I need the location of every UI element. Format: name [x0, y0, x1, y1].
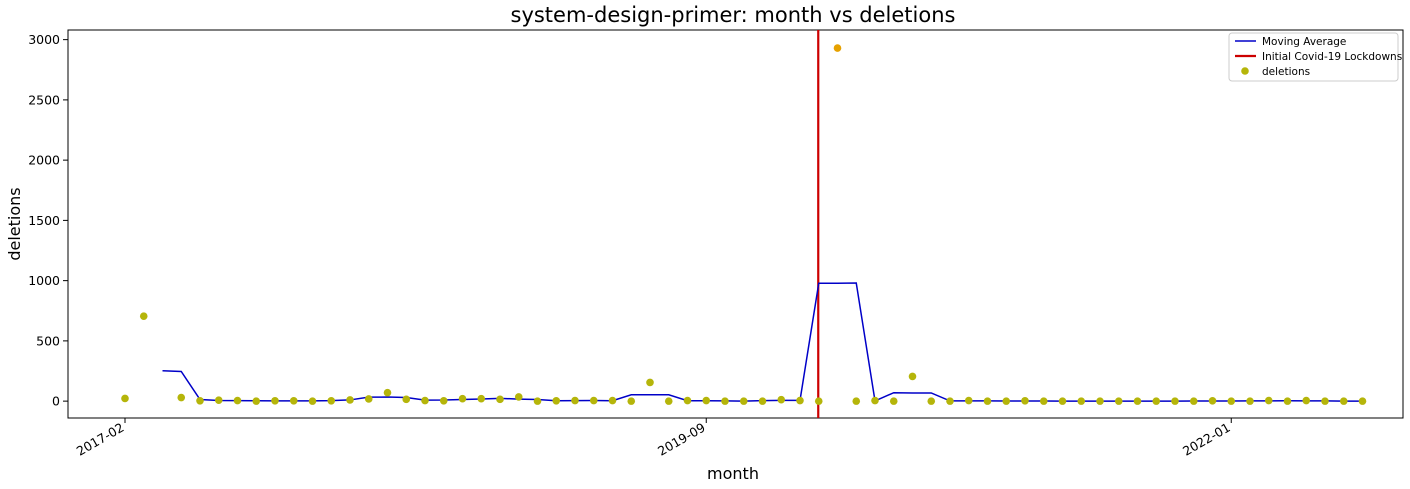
- deletions-point: [552, 396, 561, 405]
- deletions-point: [758, 397, 767, 405]
- deletions-point: [702, 396, 711, 405]
- deletions-point: [1077, 397, 1086, 405]
- legend: Moving Average Initial Covid-19 Lockdown…: [1228, 32, 1402, 82]
- x-axis-label: month: [707, 464, 759, 483]
- deletions-point: [477, 394, 486, 403]
- deletions-point: [308, 397, 317, 405]
- deletions-point: [1283, 397, 1292, 405]
- deletions-point: [402, 395, 411, 404]
- legend-deletions: deletions: [1262, 66, 1310, 78]
- deletions-point: [646, 378, 654, 387]
- deletions-point: [1096, 397, 1104, 405]
- deletions-point: [833, 44, 842, 52]
- deletions-point: [983, 397, 992, 405]
- deletions-point: [514, 393, 523, 401]
- deletions-point: [814, 397, 823, 405]
- deletions-point: [1227, 397, 1236, 405]
- deletions-point: [627, 397, 636, 405]
- deletions-point: [796, 396, 804, 405]
- deletions-point: [233, 396, 242, 405]
- deletions-point: [927, 397, 936, 405]
- y-tick-label: 3000: [28, 32, 60, 47]
- deletions-point: [1339, 397, 1348, 405]
- legend-moving-average: Moving Average: [1262, 36, 1346, 48]
- plot-area: [67, 29, 1404, 419]
- deletions-point: [739, 397, 748, 405]
- deletions-point: [1189, 397, 1198, 405]
- deletions-point: [1264, 396, 1273, 405]
- y-tick-label: 500: [36, 333, 60, 348]
- deletions-point: [608, 396, 617, 405]
- deletions-point: [289, 396, 298, 405]
- deletions-point: [852, 397, 861, 405]
- deletions-point: [1321, 397, 1329, 405]
- deletions-point: [458, 394, 467, 403]
- deletions-point: [1058, 397, 1067, 405]
- deletions-point: [177, 393, 186, 402]
- deletions-point: [214, 396, 223, 404]
- chart-title: system-design-primer: month vs deletions: [511, 3, 956, 27]
- deletions-point: [589, 396, 598, 405]
- deletions-point: [533, 397, 542, 405]
- legend-deletions-swatch: [1241, 67, 1249, 75]
- deletions-point: [196, 396, 204, 405]
- deletions-point: [139, 312, 148, 320]
- y-tick-label: 1500: [28, 213, 60, 228]
- deletions-point: [364, 395, 373, 403]
- deletions-point: [346, 396, 354, 404]
- deletions-point: [871, 396, 879, 405]
- deletions-point: [1002, 397, 1011, 405]
- deletions-point: [1133, 397, 1142, 405]
- deletions-point: [421, 396, 429, 405]
- deletions-point: [946, 397, 954, 405]
- deletions-point: [1358, 397, 1367, 405]
- deletions-point: [908, 372, 917, 381]
- y-tick-label: 1000: [28, 273, 60, 288]
- deletions-point: [721, 397, 729, 405]
- deletions-point: [1039, 397, 1048, 405]
- deletions-point: [777, 395, 786, 404]
- deletions-point: [439, 396, 448, 405]
- legend-covid-lockdowns: Initial Covid-19 Lockdowns: [1262, 51, 1402, 63]
- deletions-point: [496, 395, 504, 404]
- deletions-point: [664, 397, 673, 405]
- deletions-point: [1246, 397, 1254, 405]
- deletions-point: [964, 396, 973, 405]
- deletions-point: [1302, 396, 1311, 405]
- y-tick-label: 0: [52, 394, 60, 409]
- y-tick-label: 2000: [28, 153, 60, 168]
- deletions-point: [1114, 397, 1123, 405]
- deletions-point: [327, 396, 336, 405]
- y-axis-label: deletions: [5, 187, 24, 260]
- deletions-point: [1021, 396, 1029, 405]
- deletions-point: [383, 388, 392, 397]
- deletions-point: [1171, 397, 1179, 405]
- deletions-point: [889, 397, 898, 405]
- deletions-layer: [121, 44, 1367, 405]
- y-tick-label: 2500: [28, 92, 60, 107]
- legend-box: [1228, 32, 1399, 82]
- deletions-point: [271, 396, 279, 405]
- y-axis: 0 500 1000 1500 2000 2500 3000: [28, 32, 68, 409]
- deletions-point: [252, 397, 261, 405]
- deletions-point: [121, 394, 129, 403]
- deletions-point: [571, 396, 579, 405]
- deletions-point: [1152, 397, 1161, 405]
- deletions-point: [683, 396, 692, 405]
- deletions-point: [1208, 396, 1217, 405]
